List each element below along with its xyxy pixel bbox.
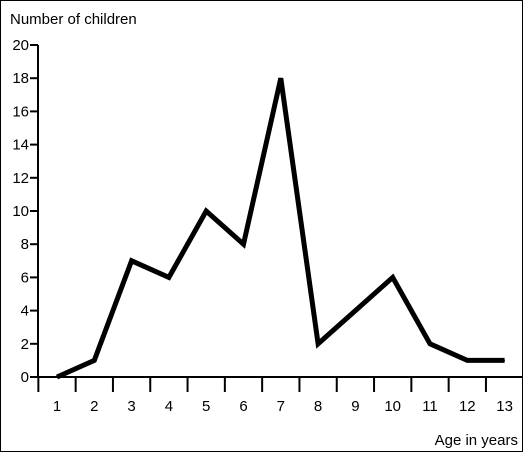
y-tick-label: 8 [21, 236, 29, 253]
series-line [55, 77, 505, 380]
x-tick-label: 9 [351, 398, 359, 415]
data-point [504, 359, 506, 361]
x-tick-label: 13 [496, 398, 513, 415]
y-axis-label: Number of children [10, 11, 137, 28]
x-tick-label: 7 [277, 398, 285, 415]
x-tick-label: 2 [90, 398, 98, 415]
x-tick-label: 11 [422, 398, 438, 415]
data-point [93, 359, 95, 361]
y-tick-label: 18 [12, 70, 29, 87]
data-point [243, 243, 244, 245]
y-tick-label: 4 [21, 303, 29, 320]
data-point [280, 77, 282, 79]
x-tick-label: 12 [459, 398, 476, 415]
series-group [55, 77, 506, 380]
data-point [168, 276, 170, 278]
data-point [56, 376, 58, 378]
y-tick-label: 16 [12, 103, 29, 120]
x-tick-label: 6 [239, 398, 247, 415]
data-point [131, 260, 133, 262]
y-tick-label: 6 [21, 269, 29, 286]
y-tick-label: 2 [21, 336, 29, 353]
y-tick-label: 12 [12, 170, 29, 187]
y-tick-label: 20 [12, 37, 29, 54]
y-tick-label: 10 [12, 203, 29, 220]
x-tick-label: 1 [53, 398, 61, 415]
x-tick-label: 10 [384, 398, 401, 415]
y-tick-label: 0 [21, 369, 29, 386]
data-point [317, 343, 319, 345]
x-axis-label: Age in years [435, 432, 518, 449]
data-point [429, 343, 431, 345]
data-point [392, 276, 394, 278]
y-tick-label: 14 [12, 137, 29, 154]
x-tick-label: 8 [314, 398, 322, 415]
x-tick-label: 3 [127, 398, 135, 415]
data-point [205, 210, 207, 212]
x-tick-label: 4 [165, 398, 173, 415]
x-ticks: 1 2 3 4 5 6 7 8 9 10 11 12 13 [37, 377, 513, 415]
data-point [354, 310, 356, 312]
x-tick-label: 5 [202, 398, 210, 415]
y-ticks: 0 2 4 6 8 10 12 14 16 18 20 [12, 37, 38, 386]
data-point [466, 359, 468, 361]
